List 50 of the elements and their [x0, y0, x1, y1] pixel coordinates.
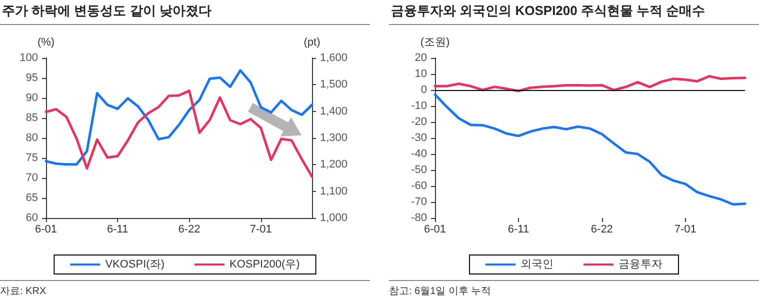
x-tick-label: 6-22	[178, 224, 200, 236]
y2-tick-label: 1,400	[320, 105, 348, 118]
y-tick-label: -30	[411, 132, 427, 144]
y-tick-label: 0	[420, 84, 427, 96]
text: 참고: 6월1일 이후 누적	[389, 286, 492, 297]
legend-label: KOSPI200(우)	[229, 258, 300, 270]
y-tick-label: -40	[411, 148, 427, 160]
line-series	[44, 90, 314, 178]
y-axis-title: (%)	[37, 36, 55, 48]
x-tick-label: 7-01	[250, 224, 272, 236]
y-tick-label: 95	[26, 72, 38, 84]
y-tick-label: -60	[411, 180, 427, 192]
line-series	[434, 74, 746, 92]
y-axis-title: (조원)	[420, 36, 450, 48]
x-tick-label: 6-22	[590, 224, 613, 236]
y2-tick-label: 1,500	[320, 78, 348, 91]
y-tick-label: 65	[26, 192, 38, 204]
y-tick-label: -10	[411, 100, 427, 112]
y2-tick-label: 1,000	[320, 212, 348, 224]
y2-tick-label: 1,300	[320, 132, 348, 144]
x-tick-label: 6-01	[424, 224, 446, 236]
x-tick-label: 6-11	[508, 224, 530, 236]
x-tick-label: 7-01	[674, 224, 696, 236]
legend-label: VKOSPI(좌)	[105, 258, 165, 270]
x-tick-label: 6-01	[34, 224, 58, 236]
legend-label: 금융투자	[618, 258, 662, 270]
legend-label: 외국인	[520, 258, 554, 270]
y-tick-label: 100	[20, 52, 38, 64]
y2-axis-title: (pt)	[304, 36, 320, 48]
y-tick-label: 90	[26, 92, 38, 104]
y2-tick-label: 1,200	[320, 158, 348, 171]
y-tick-label: 85	[26, 112, 38, 124]
line-series	[434, 93, 746, 206]
y-tick-label: -80	[411, 212, 427, 224]
y-tick-label: 75	[26, 152, 38, 164]
y-tick-label: 60	[26, 212, 38, 224]
y-tick-label: 20	[414, 52, 427, 64]
y-tick-label: -50	[411, 164, 427, 176]
y-tick-label: 80	[26, 132, 38, 144]
y-tick-label: -70	[411, 196, 427, 208]
line-series	[44, 69, 314, 166]
y-tick-label: 70	[26, 172, 38, 184]
chart-title: 주가 하락에 변동성도 같이 낮아졌다	[0, 0, 370, 25]
y2-tick-label: 1,600	[320, 52, 348, 64]
y2-tick-label: 1,100	[320, 185, 348, 198]
text: 자료: KRX	[0, 286, 46, 297]
y-tick-label: 10	[414, 68, 427, 80]
chart-title: 금융투자와 외국인의 KOSPI200 주식현물 누적 순매수	[389, 0, 759, 25]
y-tick-label: -20	[411, 116, 427, 128]
x-tick-label: 6-11	[107, 224, 128, 236]
